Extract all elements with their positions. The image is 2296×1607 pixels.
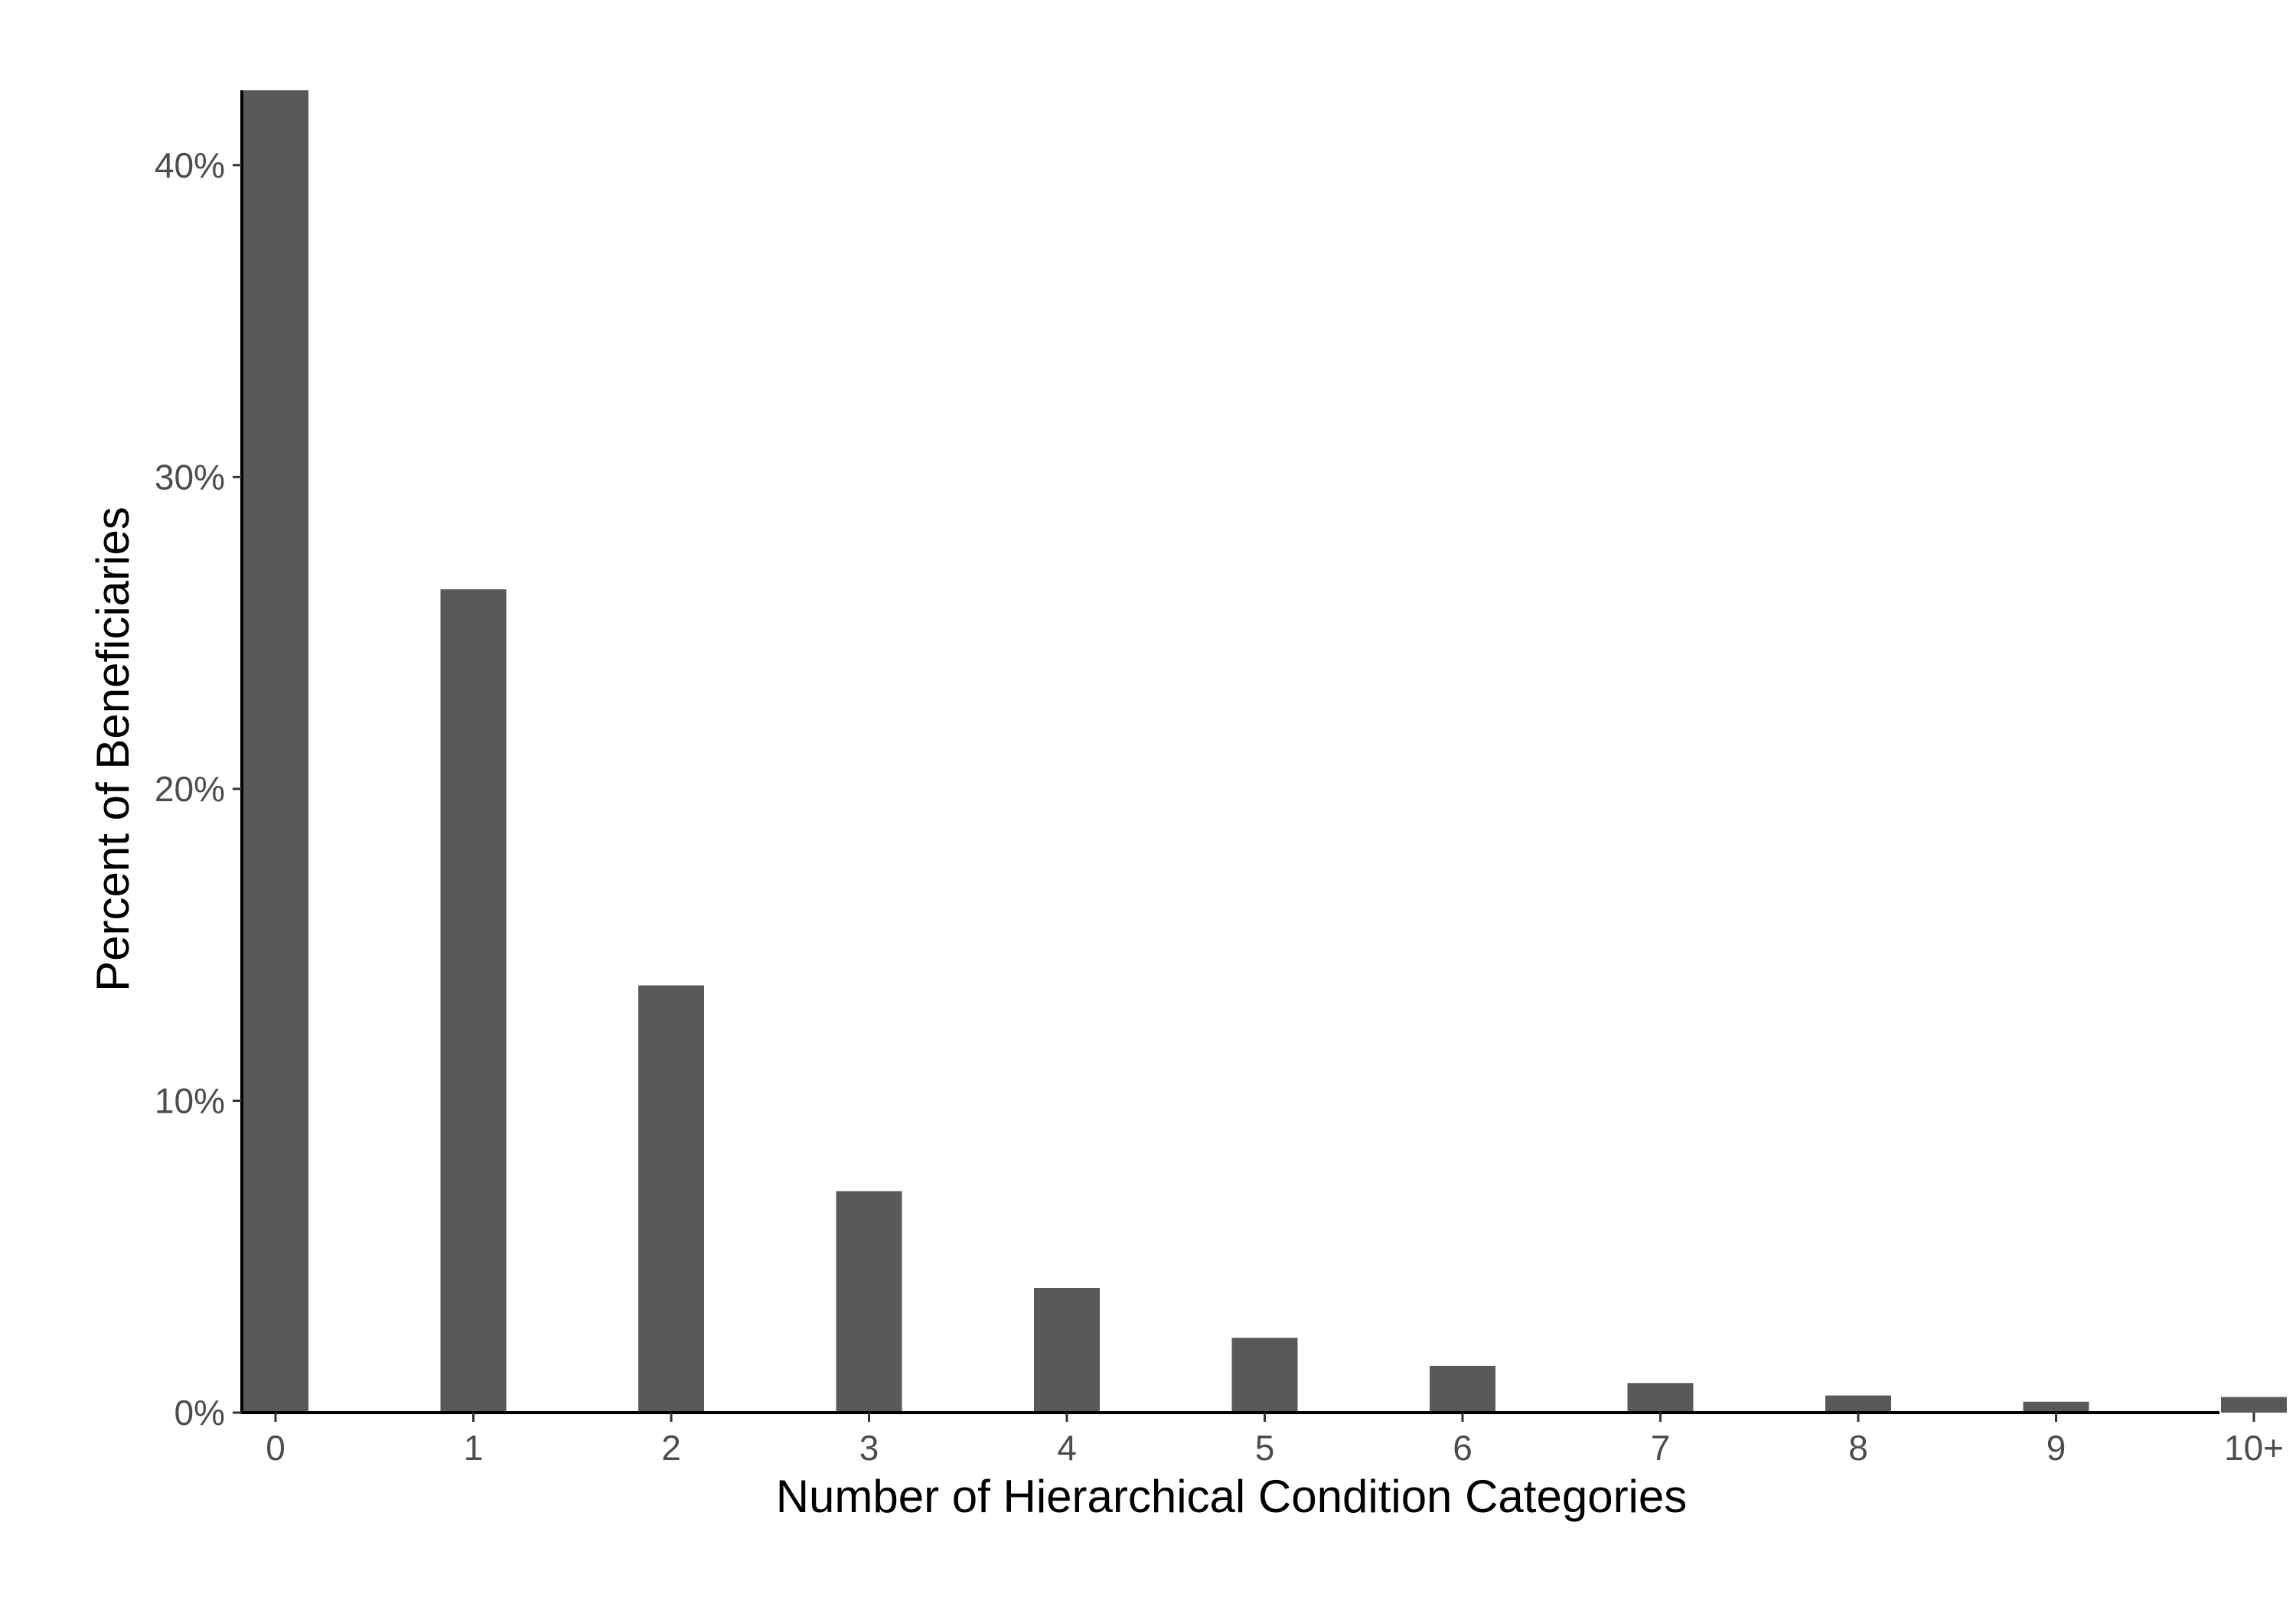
y-tick-label: 20%	[155, 769, 225, 809]
y-axis-title: Percent of Beneficiaries	[87, 507, 139, 992]
y-axis-ticks: 0% 10% 20% 30% 40%	[155, 145, 242, 1433]
x-tick-label: 1	[464, 1428, 484, 1468]
bar-10+	[2221, 1397, 2287, 1413]
bar-2	[638, 985, 704, 1413]
x-tick-label: 4	[1057, 1428, 1077, 1468]
y-tick-label: 10%	[155, 1081, 225, 1120]
bar-0	[243, 90, 308, 1413]
bar-5	[1231, 1338, 1298, 1413]
x-tick-label: 6	[1453, 1428, 1473, 1468]
x-tick-label: 9	[2047, 1428, 2066, 1468]
x-tick-label: 3	[859, 1428, 879, 1468]
bar-6	[1430, 1365, 1495, 1413]
y-tick-label: 30%	[155, 457, 225, 497]
x-tick-label: 2	[661, 1428, 681, 1468]
bar-8	[1825, 1395, 1891, 1413]
x-tick-label: 8	[1848, 1428, 1868, 1468]
x-axis-ticks: 0 1 2 3 4 5 6 7 8 9 10+	[266, 1413, 2284, 1468]
x-tick-label: 10+	[2224, 1428, 2284, 1468]
x-axis-title: Number of Hierarchical Condition Categor…	[776, 1471, 1688, 1522]
y-tick-label: 40%	[155, 145, 225, 185]
y-tick-label: 0%	[174, 1393, 225, 1433]
x-tick-label: 7	[1651, 1428, 1671, 1468]
bar-7	[1627, 1383, 1694, 1413]
x-tick-label: 0	[266, 1428, 285, 1468]
bar-9	[2023, 1401, 2089, 1413]
bars-group	[243, 90, 2287, 1413]
bar-4	[1034, 1288, 1100, 1413]
bar-1	[440, 589, 507, 1413]
x-tick-label: 5	[1255, 1428, 1275, 1468]
bar-3	[836, 1191, 902, 1413]
